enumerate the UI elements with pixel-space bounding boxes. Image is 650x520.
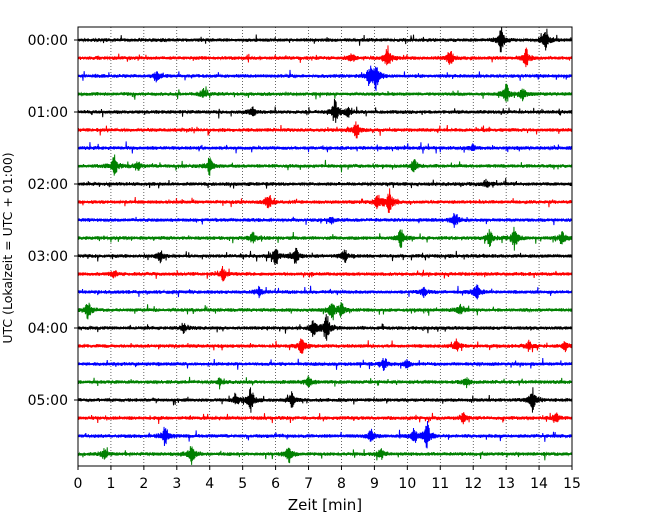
trace-0145 [77, 154, 573, 176]
y-axis-label: UTC (Lokalzeit = UTC + 01:00) [0, 152, 15, 343]
trace-0545 [77, 446, 573, 465]
trace-0415 [77, 338, 573, 355]
trace-0230 [77, 213, 573, 228]
trace-0245 [77, 226, 573, 251]
plot-frame [77, 26, 573, 467]
y-tick-label: 01:00 [28, 105, 68, 121]
x-tick-label: 8 [337, 476, 346, 492]
x-tick-label: 2 [139, 476, 148, 492]
x-tick-label: 7 [304, 476, 313, 492]
trace-0400 [77, 314, 573, 341]
trace-0200 [77, 178, 573, 189]
x-tick-label: 3 [172, 476, 181, 492]
trace-0300 [77, 247, 573, 265]
trace-0045 [77, 83, 573, 102]
x-tick-label: 6 [271, 476, 280, 492]
x-tick-label: 10 [398, 476, 416, 492]
x-axis-ticks: 0 1 2 3 4 5 6 7 8 9 10 11 12 13 14 15 [74, 466, 581, 492]
trace-0530 [77, 421, 573, 449]
y-axis-ticks: 00:00 01:00 02:00 03:00 04:00 05:00 [28, 33, 78, 409]
x-axis-label: Zeit [min] [288, 496, 362, 514]
trace-0015 [77, 45, 573, 68]
x-tick-label: 15 [563, 476, 581, 492]
trace-0115 [77, 121, 573, 139]
x-tick-label: 12 [464, 476, 482, 492]
x-tick-label: 4 [205, 476, 214, 492]
y-tick-label: 03:00 [28, 249, 68, 265]
x-tick-label: 14 [530, 476, 548, 492]
vertical-gridlines [110, 27, 540, 466]
trace-0030 [77, 65, 573, 91]
x-tick-label: 11 [431, 476, 449, 492]
trace-0515 [77, 412, 573, 425]
y-tick-label: 05:00 [28, 393, 68, 409]
trace-0345 [77, 301, 573, 321]
y-tick-label: 04:00 [28, 321, 68, 337]
trace-0430 [77, 357, 573, 371]
trace-0215 [77, 188, 573, 214]
trace-0500 [77, 387, 573, 413]
x-tick-label: 1 [106, 476, 115, 492]
trace-0100 [77, 98, 573, 123]
trace-0130 [77, 141, 573, 154]
trace-group [77, 26, 573, 465]
trace-0315 [77, 266, 573, 282]
trace-0000 [77, 26, 573, 53]
x-tick-label: 13 [497, 476, 515, 492]
x-tick-label: 5 [238, 476, 247, 492]
trace-0330 [77, 284, 573, 300]
x-tick-label: 0 [74, 476, 83, 492]
y-tick-label: 00:00 [28, 33, 68, 49]
trace-0445 [77, 375, 573, 390]
y-tick-label: 02:00 [28, 177, 68, 193]
x-tick-label: 9 [370, 476, 379, 492]
